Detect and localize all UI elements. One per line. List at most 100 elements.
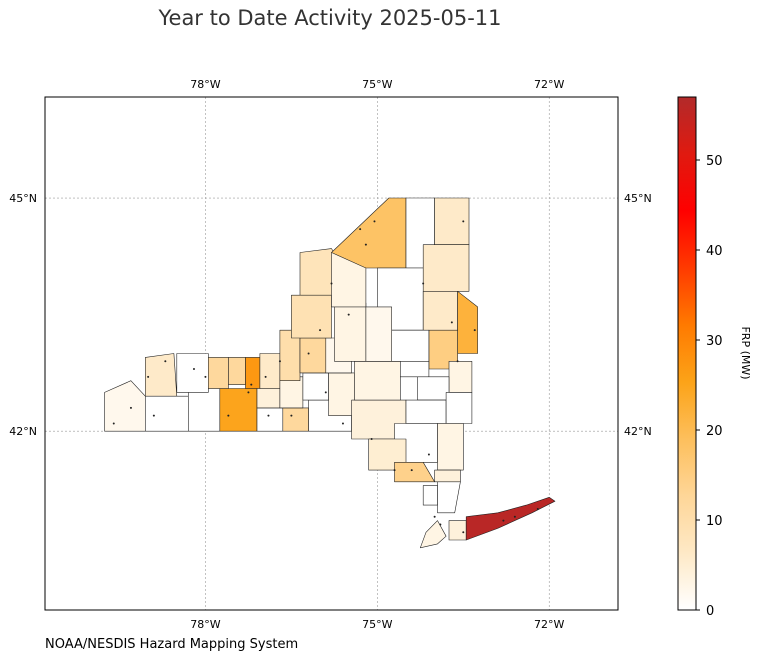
colorbar-tick-label: 30: [706, 334, 723, 349]
colorbar-label: FRP (MW): [739, 326, 752, 379]
lon-tick-label-top: 78°W: [190, 78, 220, 91]
lon-tick-label-top: 75°W: [362, 78, 392, 91]
axis-ticks: 78°W 78°W 75°W 75°W 72°W 72°W 45°N 45°N 42°N 42°N: [9, 78, 651, 631]
fire-detection-point: [319, 329, 322, 332]
county-essex: [422, 244, 470, 292]
fire-detection-point: [192, 368, 195, 371]
fire-detection-point: [462, 531, 465, 534]
county-schenectady: [399, 360, 430, 378]
county-chautauqua: [104, 380, 146, 432]
county-washington: [457, 290, 478, 354]
county-yates: [245, 357, 261, 389]
county-tompkins: [279, 376, 304, 409]
fire-detection-point: [433, 515, 436, 518]
fire-detection-point: [341, 422, 344, 425]
county-columbia: [445, 392, 473, 424]
fire-detection-point: [473, 329, 476, 332]
footer-credit: NOAA/NESDIS Hazard Mapping System: [45, 637, 299, 652]
county-schuyler: [256, 388, 281, 409]
county-st-lawrence: [331, 197, 407, 269]
colorbar-scale: [677, 96, 697, 611]
fire-detection-point: [247, 391, 250, 394]
fire-detection-point: [152, 414, 155, 417]
county-albany: [417, 376, 450, 401]
county-putnam: [434, 469, 461, 483]
colorbar-tick-label: 20: [706, 424, 723, 439]
fire-detection-point: [307, 352, 310, 355]
county-erie: [145, 353, 178, 397]
fire-detection-point: [427, 453, 430, 456]
colorbar-tick-label: 10: [706, 514, 723, 529]
fire-detection-point: [393, 469, 396, 472]
county-orange: [394, 461, 435, 483]
county-dutchess: [437, 423, 464, 471]
county-cortland: [302, 372, 329, 401]
fire-detection-point: [129, 406, 132, 409]
fire-detections: [112, 220, 539, 534]
fire-detection-point: [410, 469, 413, 472]
fire-detection-point: [290, 414, 293, 417]
county-nyc: [419, 520, 447, 549]
fire-detection-point: [422, 282, 425, 285]
county-greene: [405, 399, 447, 424]
fire-detection-point: [278, 360, 281, 363]
county-fulton: [391, 329, 430, 362]
fire-detection-point: [462, 220, 465, 223]
lon-tick-label-bottom: 75°W: [362, 618, 392, 631]
fire-detection-point: [324, 391, 327, 394]
fire-detection-point: [450, 321, 453, 324]
county-herkimer: [365, 306, 393, 362]
colorbar-tick-label: 40: [706, 244, 723, 259]
lon-tick-label-bottom: 72°W: [534, 618, 564, 631]
colorbar-tick-label: 50: [706, 154, 723, 169]
county-chenango: [328, 372, 355, 417]
map-title: Year to Date Activity 2025-05-11: [158, 6, 502, 30]
fire-detection-point: [330, 282, 333, 285]
lat-tick-label-right: 42°N: [624, 425, 652, 438]
county-tioga: [282, 407, 309, 432]
fire-detection-point: [364, 243, 367, 246]
fire-detection-point: [147, 375, 150, 378]
county-otsego: [354, 360, 401, 401]
fire-detection-point: [359, 228, 362, 231]
fire-detection-point: [267, 414, 270, 417]
lat-tick-label-left: 42°N: [9, 425, 37, 438]
county-wyoming: [176, 353, 209, 393]
fire-detection-point: [513, 515, 516, 518]
fire-detection-point: [439, 523, 442, 526]
county-rockland: [422, 485, 438, 506]
county-seneca: [259, 353, 281, 389]
lat-tick-label-right: 45°N: [624, 192, 652, 205]
map-frame: [44, 96, 619, 611]
county-oneida: [334, 302, 367, 362]
fire-detection-point: [502, 519, 505, 522]
fire-detection-point: [164, 360, 167, 363]
county-oswego: [291, 294, 332, 339]
county-layer: [104, 197, 556, 549]
fire-detection-point: [204, 375, 207, 378]
fire-detection-point: [373, 220, 376, 223]
county-chemung: [256, 407, 284, 432]
fire-detection-point: [456, 360, 459, 363]
county-allegany: [188, 388, 221, 432]
county-rensselaer: [448, 360, 473, 393]
county-ontario: [228, 357, 246, 385]
colorbar-ticks: 0 10 20 30 40 50: [696, 154, 723, 619]
county-steuben: [219, 388, 258, 432]
fire-detection-point: [347, 313, 350, 316]
county-nassau: [448, 520, 467, 541]
county-cattaraugus: [145, 395, 189, 432]
colorbar-tick-label: 0: [706, 604, 714, 619]
fire-detection-point: [264, 375, 267, 378]
lon-tick-label-bottom: 78°W: [190, 618, 220, 631]
county-westchester: [437, 481, 461, 514]
lat-tick-label-left: 45°N: [9, 192, 37, 205]
lon-tick-label-top: 72°W: [534, 78, 564, 91]
fire-detection-point: [536, 507, 539, 510]
fire-detection-point: [370, 438, 373, 440]
fire-detection-point: [227, 414, 230, 417]
county-suffolk: [465, 496, 556, 541]
county-onondaga: [299, 337, 327, 374]
county-livingston: [208, 357, 229, 389]
